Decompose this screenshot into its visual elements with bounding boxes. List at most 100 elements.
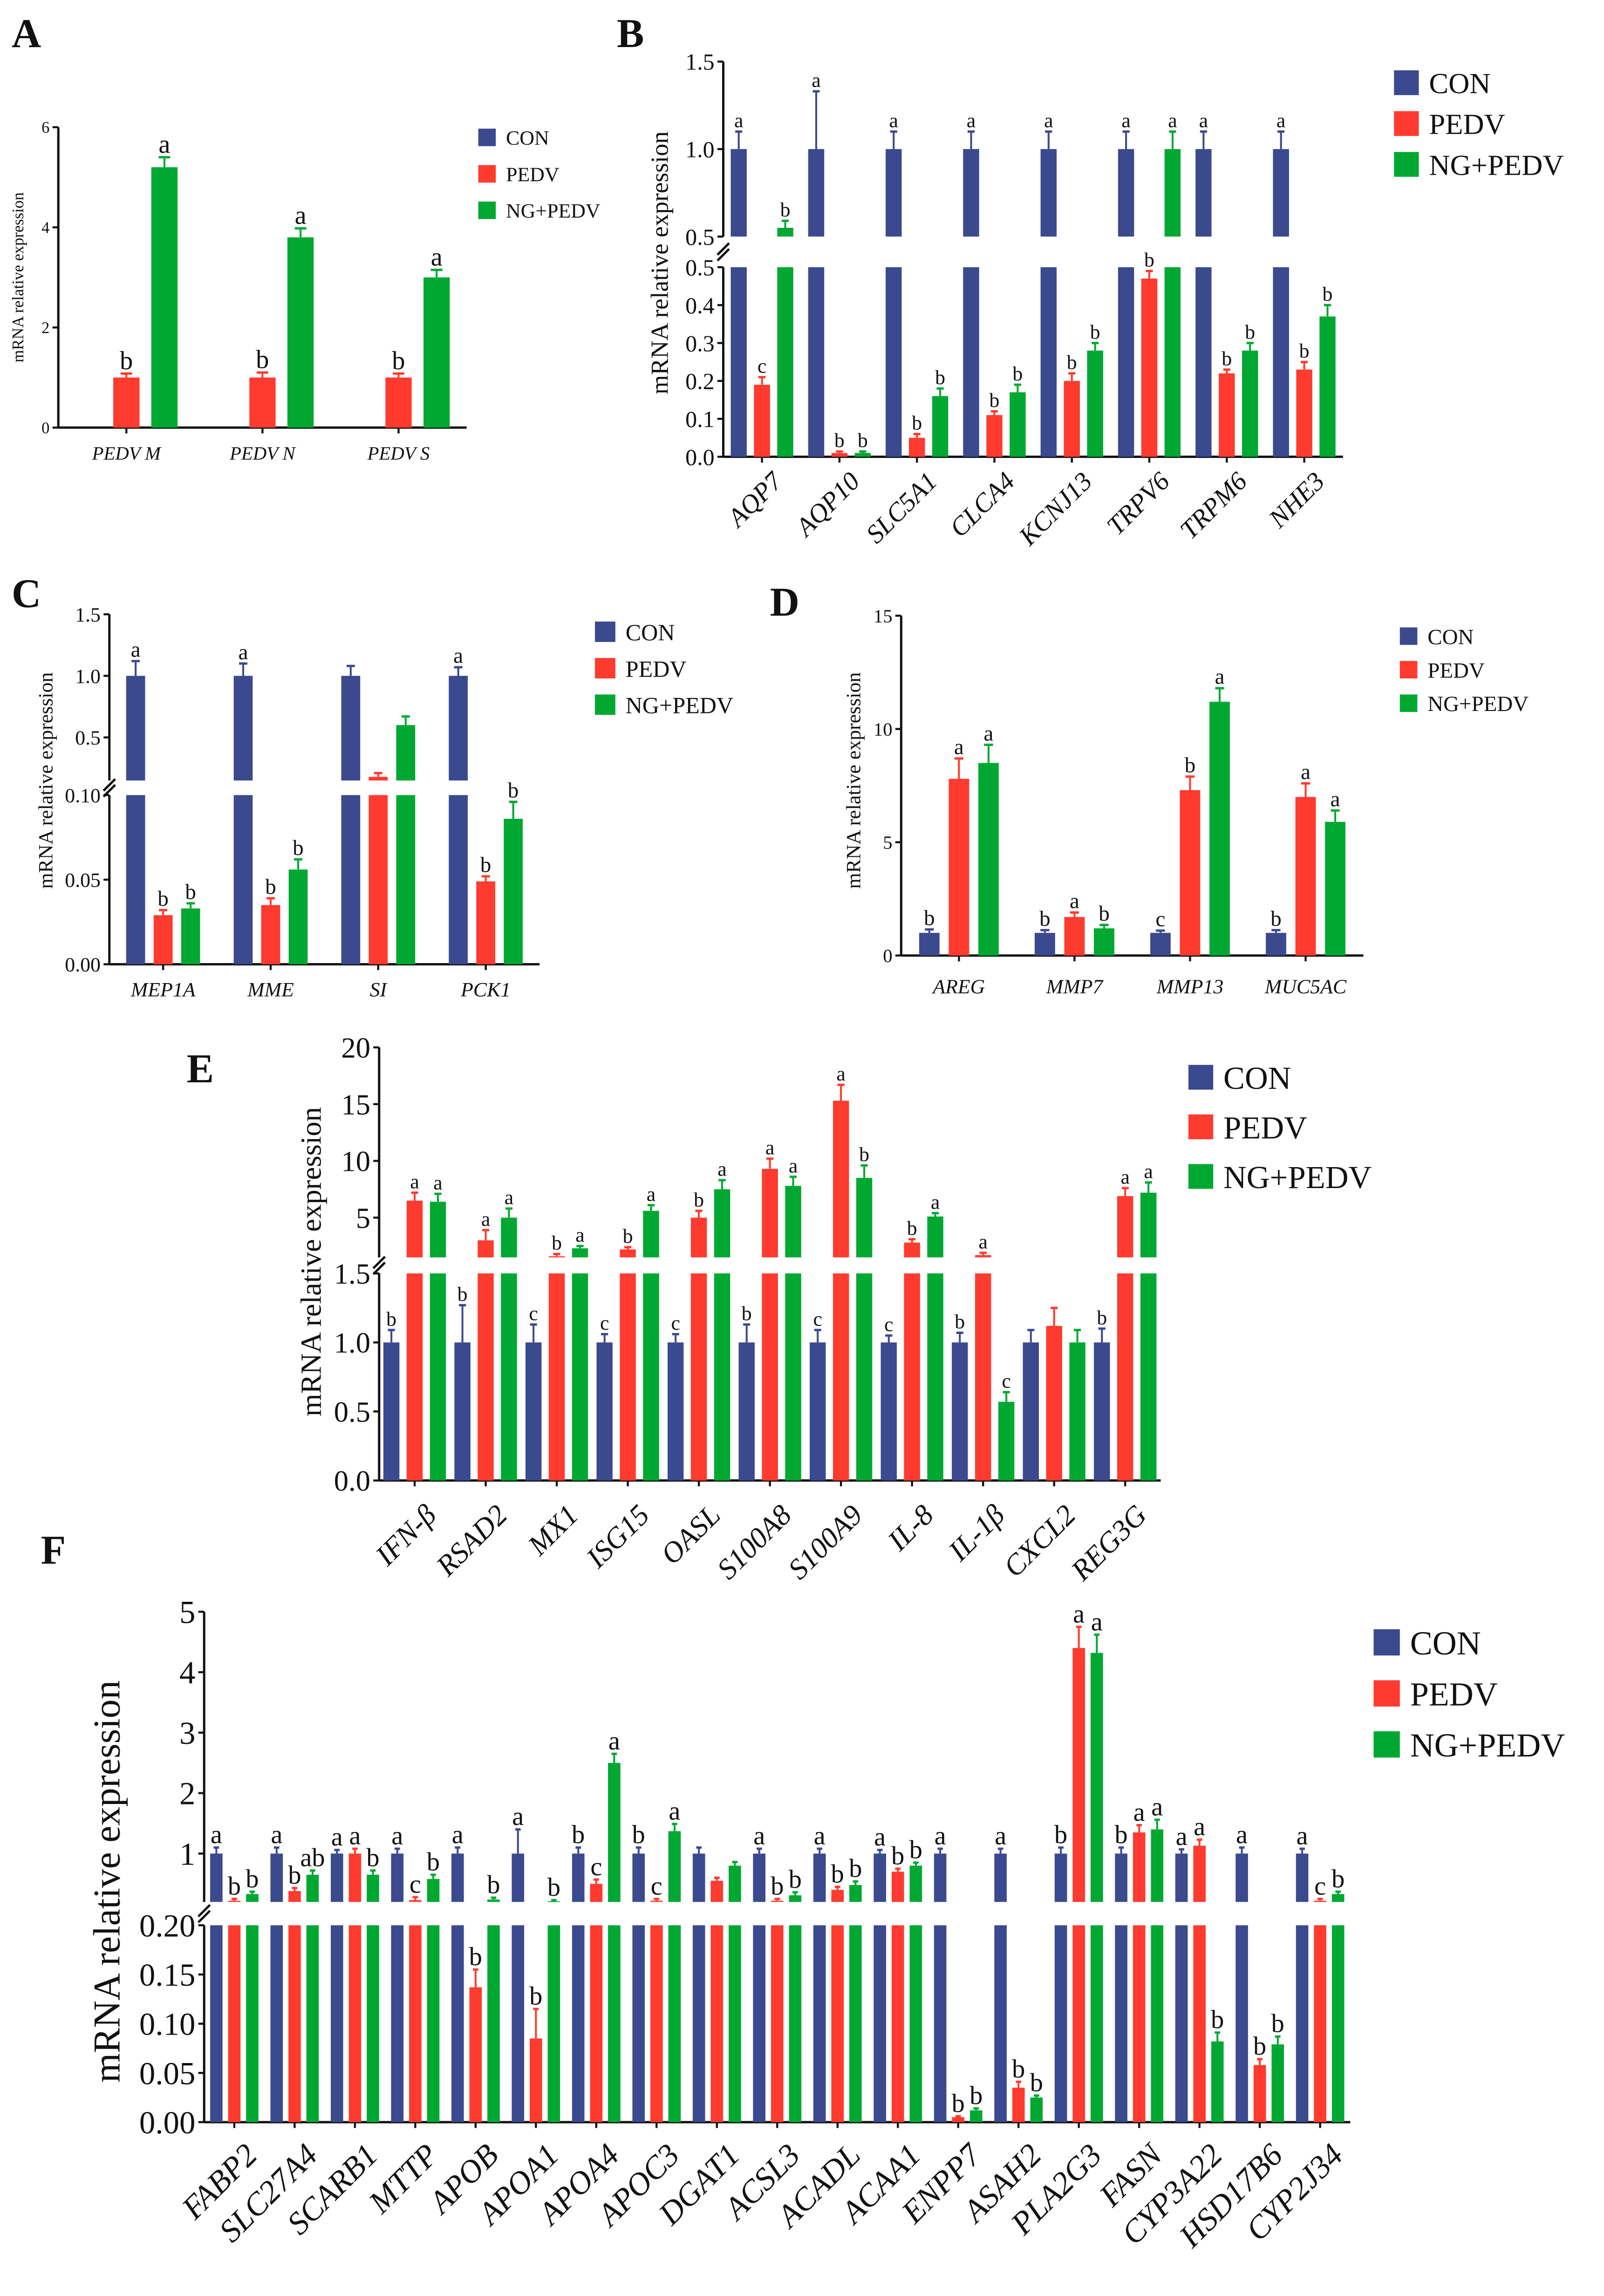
significance-letter: a [931, 1191, 940, 1213]
bar-con [596, 1342, 613, 1481]
significance-letter: b [529, 1982, 542, 2010]
bar-ng-pedv [246, 1894, 259, 1902]
bar-ng-pedv [729, 1866, 741, 1902]
bar-con [451, 1925, 464, 2122]
bar-pedv [478, 1240, 494, 1257]
x-tick-label: AQP10 [789, 467, 866, 543]
bar-ng-pedv [714, 1273, 730, 1481]
bar-ng-pedv [306, 1925, 319, 2122]
bar-ng-pedv [427, 1879, 440, 1902]
significance-letter: a [575, 1224, 584, 1246]
bar-ng-pedv [1087, 350, 1103, 457]
bar-pedv [406, 1273, 423, 1481]
bar-pedv [385, 377, 412, 428]
bar-con [449, 676, 468, 781]
bar-ng-pedv [849, 1885, 862, 1902]
bar-pedv [590, 1925, 603, 2122]
bar-pedv [249, 377, 276, 428]
y-axis-label: mRNA relative expression [843, 672, 865, 889]
bar-pedv [1072, 1925, 1085, 2122]
bar-pedv [1064, 917, 1085, 956]
bar-ng-pedv [970, 2110, 983, 2122]
significance-letter: b [1271, 2009, 1284, 2038]
bar-ng-pedv [1090, 1925, 1103, 2122]
panel-label: A [12, 11, 41, 56]
significance-letter: a [1091, 1607, 1103, 1636]
bar-ng-pedv [998, 1401, 1015, 1481]
bar-pedv [831, 1890, 844, 1902]
y-tick-label: 20 [341, 1032, 370, 1064]
significance-letter: b [120, 346, 133, 375]
bar-con [963, 267, 979, 457]
significance-letter: b [487, 1871, 500, 1900]
bar-ng-pedv [1164, 149, 1181, 237]
y-axis-label: mRNA relative expression [35, 672, 57, 889]
bar-pedv [891, 1872, 904, 1902]
y-tick-label: 10 [341, 1145, 370, 1178]
significance-letter: a [1236, 1820, 1248, 1849]
bar-ng-pedv [427, 1925, 440, 2122]
bar-pedv [1133, 1925, 1146, 2122]
significance-letter: a [1151, 1792, 1163, 1821]
bar-con [874, 1853, 886, 1902]
y-tick-label: 0.3 [685, 330, 715, 356]
significance-letter: b [457, 1283, 468, 1305]
bar-con [126, 676, 145, 781]
bar-con [880, 1342, 897, 1481]
bar-pedv [1117, 1273, 1133, 1481]
bar-pedv [261, 905, 280, 964]
bar-ng-pedv [501, 1217, 517, 1257]
bar-pedv [1012, 2087, 1025, 2122]
bar-pedv [1046, 1326, 1062, 1481]
y-tick-label: 1.5 [685, 49, 715, 75]
legend-label: PEDV [1427, 658, 1485, 683]
bar-ng-pedv [246, 1925, 259, 2122]
y-tick-label: 0.5 [685, 254, 715, 280]
significance-letter: a [967, 109, 976, 132]
bar-con [813, 1853, 826, 1902]
bar-con [383, 1342, 400, 1481]
x-tick-label: CLCA4 [944, 467, 1020, 543]
significance-letter: b [742, 1302, 752, 1325]
bar-pedv [1193, 1925, 1206, 2122]
y-tick-label: 5 [179, 1594, 195, 1630]
legend-swatch [1373, 1680, 1400, 1707]
bar-pedv [1141, 278, 1158, 457]
bar-con [886, 267, 902, 457]
significance-letter: b [891, 1841, 904, 1870]
significance-letter: a [505, 1187, 513, 1209]
significance-letter: a [391, 1822, 403, 1851]
significance-letter: b [392, 346, 405, 375]
bar-con [1195, 149, 1212, 237]
bar-ng-pedv [572, 1273, 588, 1481]
significance-letter: b [265, 875, 276, 899]
bar-ng-pedv [547, 1901, 560, 1902]
bar-con [1023, 1342, 1039, 1481]
bar-ng-pedv [1325, 821, 1345, 956]
bar-ng-pedv [785, 1273, 801, 1481]
bar-con [233, 795, 253, 964]
significance-letter: a [239, 640, 248, 664]
panel-label: B [617, 11, 644, 56]
axis-break-mark [102, 778, 116, 792]
bar-pedv [952, 2117, 965, 2122]
bar-con [808, 267, 825, 457]
y-axis-label: mRNA relative expression [646, 131, 674, 394]
x-tick-label: MTTP [362, 2137, 445, 2220]
significance-letter: b [789, 1865, 802, 1894]
bar-ng-pedv [396, 795, 416, 964]
axis-break-mark [717, 242, 730, 256]
bar-pedv [710, 1880, 724, 1902]
bar-pedv [1314, 1925, 1326, 2122]
significance-letter: a [1121, 109, 1130, 132]
bar-con [753, 1925, 766, 2122]
bar-ng-pedv [501, 1273, 517, 1481]
bar-pedv [1064, 381, 1080, 457]
significance-letter: c [758, 355, 766, 377]
bar-ng-pedv [789, 1925, 802, 2122]
bar-ng-pedv [668, 1925, 681, 2122]
significance-letter: a [734, 109, 743, 132]
bar-pedv [650, 1925, 663, 2122]
significance-letter: b [907, 1217, 917, 1239]
panel-label: F [41, 1527, 66, 1572]
